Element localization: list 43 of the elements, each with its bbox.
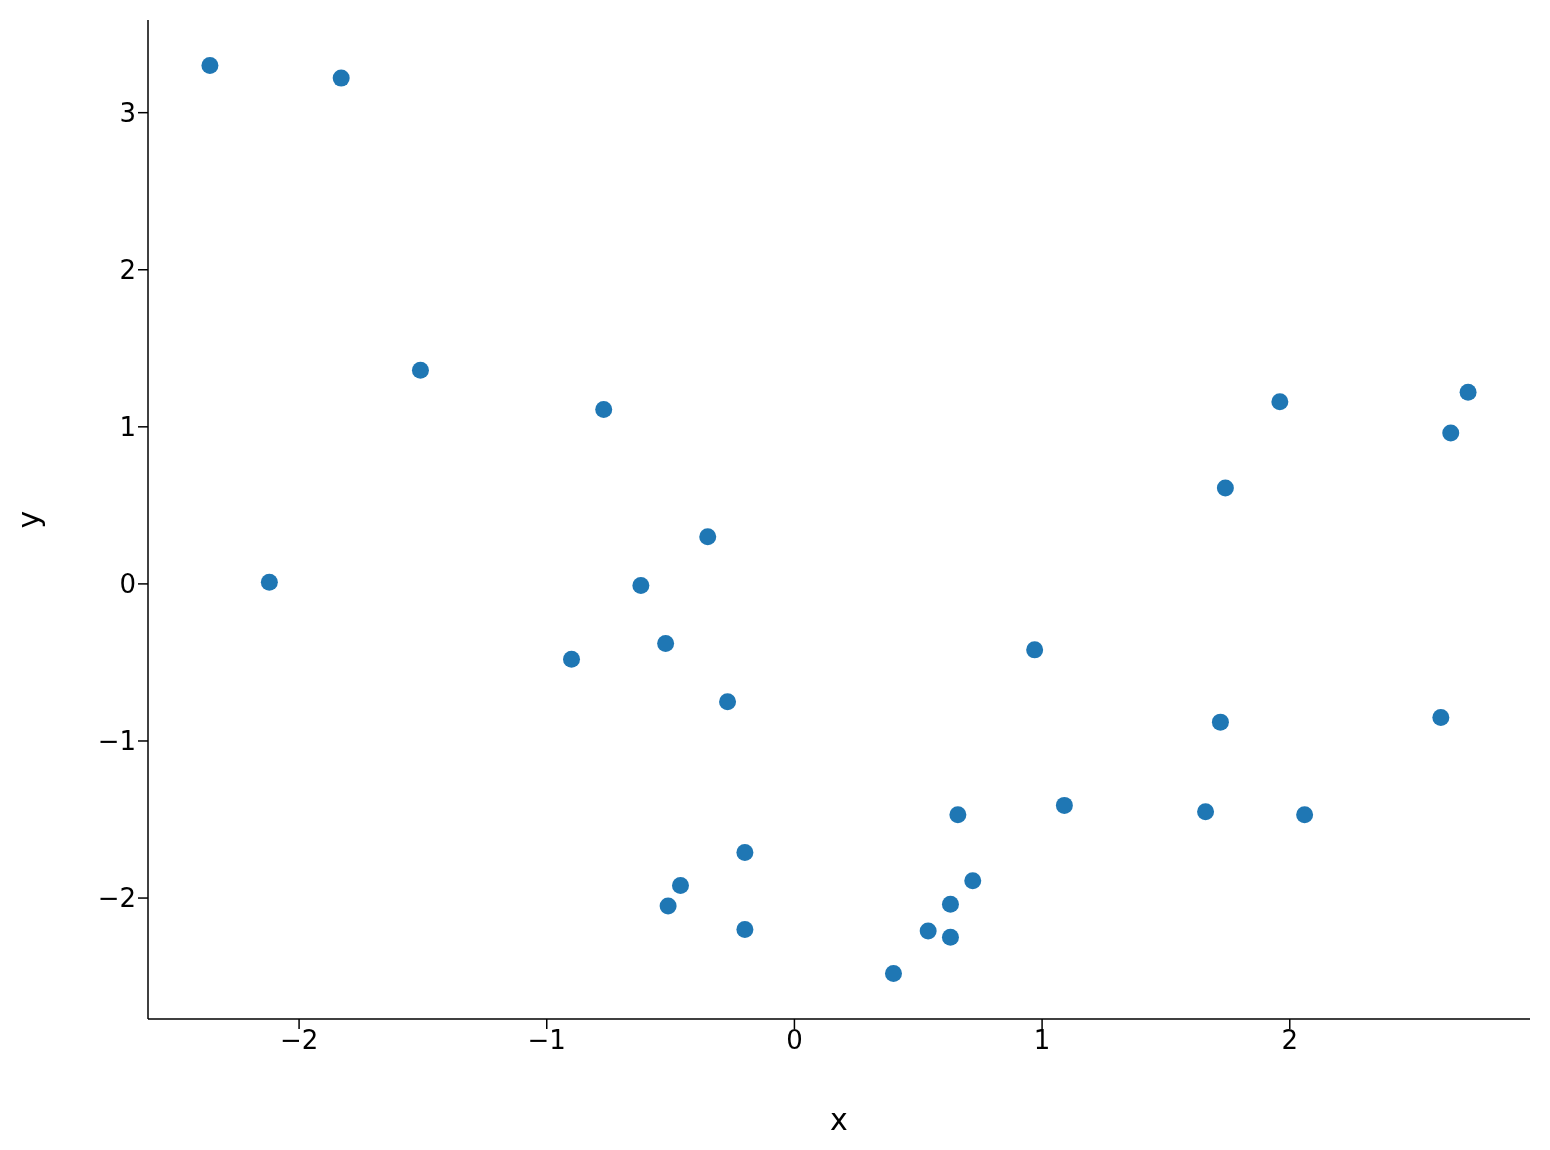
x-tick-label: 2 — [1281, 1025, 1299, 1056]
point — [941, 895, 959, 913]
point — [884, 964, 902, 982]
point — [563, 650, 581, 668]
point — [657, 635, 675, 653]
point — [949, 806, 967, 824]
point — [260, 573, 278, 591]
point — [671, 876, 689, 894]
x-tick-label: −2 — [279, 1025, 319, 1056]
y-tick-label: −2 — [97, 883, 136, 914]
point — [1211, 713, 1229, 731]
point — [736, 920, 754, 938]
point — [1442, 424, 1460, 442]
x-tick-label: 0 — [786, 1025, 803, 1056]
point — [1271, 393, 1289, 411]
point — [632, 576, 650, 594]
y-tick-label: 1 — [119, 412, 136, 443]
point — [1197, 803, 1215, 821]
x-axis-title: x — [830, 1102, 848, 1137]
x-tick-label: −1 — [527, 1025, 566, 1056]
point — [201, 57, 219, 75]
y-tick-label: 3 — [119, 97, 136, 128]
point — [941, 928, 959, 946]
point — [964, 872, 982, 890]
point — [1459, 383, 1477, 401]
point — [736, 844, 754, 861]
point — [1296, 806, 1314, 824]
point — [595, 401, 613, 419]
x-tick-label: 1 — [1033, 1025, 1051, 1056]
point — [1216, 479, 1234, 497]
point — [411, 361, 429, 379]
point — [1055, 796, 1073, 814]
y-tick-label: 0 — [119, 569, 136, 600]
point — [659, 897, 677, 915]
point — [1432, 708, 1450, 726]
point — [699, 528, 717, 546]
point — [332, 69, 350, 87]
point — [919, 922, 937, 940]
point — [1026, 641, 1044, 659]
y-tick-label: 2 — [119, 254, 136, 285]
y-axis-title: y — [10, 510, 46, 529]
point — [719, 693, 737, 711]
y-tick-label: −1 — [97, 726, 136, 757]
